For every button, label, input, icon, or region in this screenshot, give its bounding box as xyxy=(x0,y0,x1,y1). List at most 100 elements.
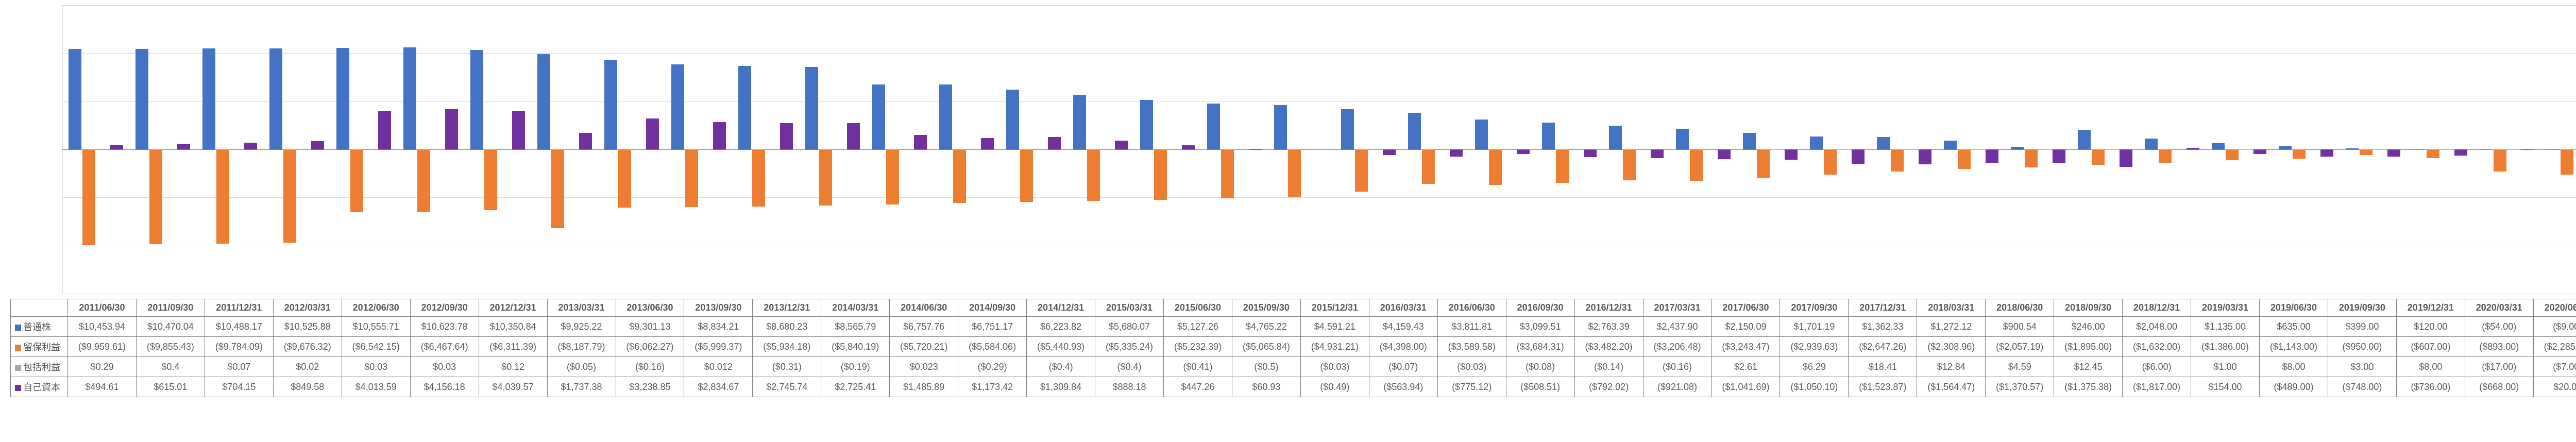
bar-自己資本 xyxy=(378,111,391,149)
legend-marker-icon xyxy=(15,345,21,351)
table-period-header: 2018/12/31 xyxy=(2123,299,2191,317)
table-period-header: 2013/09/30 xyxy=(684,299,753,317)
table-cell: ($1,386.00) xyxy=(2191,337,2260,357)
table-period-header: 2017/06/30 xyxy=(1711,299,1780,317)
bar-留保利益 xyxy=(2494,149,2506,172)
gridline xyxy=(62,5,2576,6)
table-period-header: 2015/06/30 xyxy=(1164,299,1232,317)
bar-自己資本 xyxy=(512,111,525,149)
table-period-header: 2014/03/31 xyxy=(821,299,890,317)
table-cell: $20.00 xyxy=(2533,377,2576,397)
table-cell: $3,811.81 xyxy=(1437,317,1506,337)
table-cell: ($0.14) xyxy=(1574,357,1643,377)
bar-普通株 xyxy=(336,48,349,149)
table-cell: ($5,440.93) xyxy=(1027,337,1095,357)
table-cell: ($0.41) xyxy=(1164,357,1232,377)
table-cell: ($5,584.06) xyxy=(958,337,1027,357)
table-cell: $3.00 xyxy=(2328,357,2396,377)
bar-自己資本 xyxy=(1919,149,1931,164)
table-period-header: 2012/12/31 xyxy=(479,299,547,317)
table-cell: ($0.05) xyxy=(547,357,616,377)
table-cell: $10,525.88 xyxy=(273,317,342,337)
table-cell: ($0.19) xyxy=(821,357,890,377)
table-cell: ($0.03) xyxy=(1437,357,1506,377)
table-period-header: 2012/06/30 xyxy=(342,299,410,317)
table-cell: ($1,143.00) xyxy=(2260,337,2328,357)
table-cell: $246.00 xyxy=(2054,317,2123,337)
table-cell: ($2,308.96) xyxy=(1917,337,1986,357)
bar-自己資本 xyxy=(1115,141,1128,149)
bar-普通株 xyxy=(1542,123,1555,149)
bar-留保利益 xyxy=(2360,149,2372,155)
bar-普通株 xyxy=(604,60,617,149)
bar-普通株 xyxy=(403,47,416,149)
table-cell: $3,238.85 xyxy=(616,377,684,397)
table-cell: $0.023 xyxy=(890,357,958,377)
series-label: 包括利益 xyxy=(23,362,60,372)
table-period-header: 2016/06/30 xyxy=(1437,299,1506,317)
bar-自己資本 xyxy=(713,122,726,149)
bar-自己資本 xyxy=(2120,149,2132,167)
table-cell: ($7.00) xyxy=(2533,357,2576,377)
table-cell: ($9,855.43) xyxy=(136,337,205,357)
table-period-header: 2019/12/31 xyxy=(2396,299,2465,317)
table-period-header: 2014/06/30 xyxy=(890,299,958,317)
bar-留保利益 xyxy=(1556,149,1569,183)
bar-留保利益 xyxy=(618,149,631,208)
table-cell: ($5,934.18) xyxy=(753,337,821,357)
bar-普通株 xyxy=(1073,95,1086,149)
bar-自己資本 xyxy=(1584,149,1597,157)
bar-自己資本 xyxy=(1986,149,1998,163)
bar-留保利益 xyxy=(1489,149,1502,185)
table-cell: ($9.00) xyxy=(2533,317,2576,337)
table-cell: $0.29 xyxy=(68,357,137,377)
bar-自己資本 xyxy=(445,109,458,149)
bar-自己資本 xyxy=(579,133,592,149)
table-cell: $9,925.22 xyxy=(547,317,616,337)
table-cell: ($0.08) xyxy=(1506,357,1574,377)
table-cell: ($1,050.10) xyxy=(1780,377,1849,397)
bar-自己資本 xyxy=(177,144,190,149)
table-cell: $2,048.00 xyxy=(2123,317,2191,337)
table-cell: $10,470.04 xyxy=(136,317,205,337)
bar-留保利益 xyxy=(82,149,95,245)
bar-留保利益 xyxy=(1757,149,1770,178)
table-cell: ($508.51) xyxy=(1506,377,1574,397)
table-cell: $1,173.42 xyxy=(958,377,1027,397)
table-cell: ($5,065.84) xyxy=(1232,337,1300,357)
bar-普通株 xyxy=(1743,133,1756,149)
table-period-header: 2019/03/31 xyxy=(2191,299,2260,317)
table-period-header: 2020/03/31 xyxy=(2465,299,2533,317)
bar-普通株 xyxy=(671,64,684,149)
table-cell: $4,013.59 xyxy=(342,377,410,397)
table-cell: ($1,564.47) xyxy=(1917,377,1986,397)
table-cell: $4,159.43 xyxy=(1369,317,1437,337)
series-label: 自己資本 xyxy=(23,382,60,393)
chart-container: $(15,000)$(10,000)$(5,000)$0$5,000$10,00… xyxy=(0,0,2576,442)
table-cell: $12.45 xyxy=(2054,357,2123,377)
bar-自己資本 xyxy=(1517,149,1530,154)
table-cell: $2,437.90 xyxy=(1643,317,1711,337)
table-cell: ($0.31) xyxy=(753,357,821,377)
bar-留保利益 xyxy=(1221,149,1234,198)
bar-自己資本 xyxy=(847,123,860,149)
table-cell: $4,591.21 xyxy=(1300,317,1369,337)
table-cell: $6.29 xyxy=(1780,357,1849,377)
table-cell: ($5,999.37) xyxy=(684,337,753,357)
table-cell: $2,150.09 xyxy=(1711,317,1780,337)
table-period-header: 2015/09/30 xyxy=(1232,299,1300,317)
bar-留保利益 xyxy=(685,149,698,207)
table-cell: $9,301.13 xyxy=(616,317,684,337)
bar-普通株 xyxy=(939,84,952,149)
bar-普通株 xyxy=(2078,130,2091,149)
table-period-header: 2018/03/31 xyxy=(1917,299,1986,317)
legend-marker-icon xyxy=(15,365,21,371)
bar-普通株 xyxy=(1006,90,1019,149)
table-period-header: 2012/03/31 xyxy=(273,299,342,317)
table-cell: ($0.16) xyxy=(616,357,684,377)
table-cell: ($489.00) xyxy=(2260,377,2328,397)
bar-留保利益 xyxy=(216,149,229,244)
table-cell: ($5,335.24) xyxy=(1095,337,1164,357)
bar-普通株 xyxy=(2145,139,2158,149)
table-cell: $635.00 xyxy=(2260,317,2328,337)
